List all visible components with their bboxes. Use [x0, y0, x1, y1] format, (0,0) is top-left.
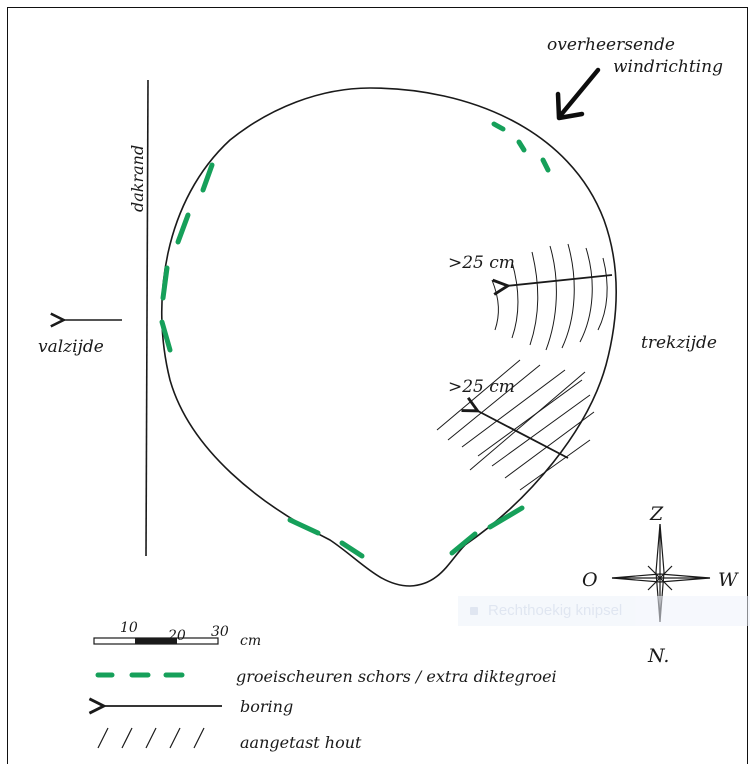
boring-depth-label-2: >25 cm	[448, 377, 515, 397]
crack-marks	[159, 121, 551, 559]
dakrand-label: dakrand	[128, 145, 147, 212]
trekzijde-label: trekzijde	[641, 333, 717, 353]
wind-label-line2: windrichting	[613, 57, 723, 77]
boring-depth-label-1: >25 cm	[448, 253, 515, 273]
scale-bar	[93, 637, 219, 645]
compass-label-n: N.	[647, 645, 669, 667]
snip-icon	[470, 607, 478, 615]
wind-arrow	[557, 67, 601, 119]
scale-unit: cm	[240, 633, 261, 649]
dakrand-line	[145, 79, 149, 557]
wind-arrow-head	[555, 91, 585, 121]
boring-arrow-upper	[506, 274, 613, 286]
wind-label-line1: overheersende	[547, 35, 675, 55]
compass-label-o: O	[582, 569, 598, 591]
boring-arrow-lower	[476, 410, 569, 459]
hatch-lower	[436, 359, 595, 491]
compass-label-z: Z	[649, 503, 664, 525]
scale-tick-30: 30	[211, 624, 229, 640]
ghost-tooltip-text: Rechthoekig knipsel	[488, 602, 623, 619]
legend-text-hatch: aangetast hout	[240, 733, 362, 752]
valzijde-label: valzijde	[38, 337, 104, 357]
compass-label-w: W	[718, 569, 739, 591]
legend-text-boring: boring	[240, 697, 293, 716]
trunk-outline	[161, 87, 618, 587]
legend-text-cracks: groeischeuren schors / extra diktegroei	[236, 667, 557, 686]
legend-hatch-icon	[97, 727, 205, 749]
ghost-tooltip: Rechthoekig knipsel	[458, 596, 750, 626]
scale-tick-20: 20	[167, 628, 186, 644]
hatch-upper	[491, 243, 608, 351]
scale-tick-10: 10	[120, 620, 138, 636]
